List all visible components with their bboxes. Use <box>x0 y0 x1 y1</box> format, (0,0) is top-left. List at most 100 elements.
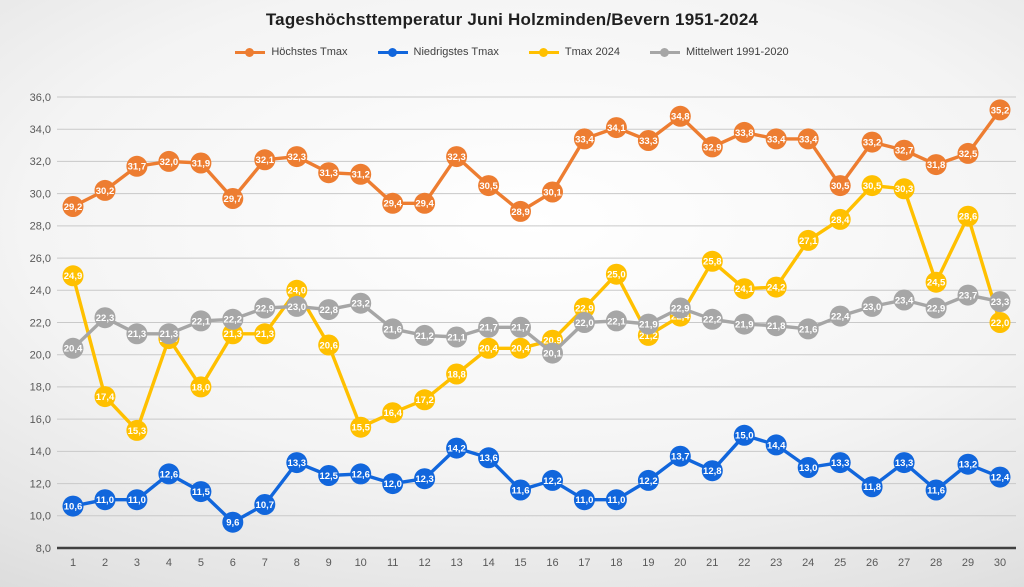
data-point-label: 28,9 <box>511 207 530 218</box>
data-point-marker <box>701 308 723 330</box>
data-point-label: 11,0 <box>575 495 593 506</box>
data-point-marker <box>893 289 915 311</box>
data-point-marker <box>733 121 755 143</box>
data-point-marker <box>637 469 659 491</box>
y-axis-label: 22,0 <box>30 317 51 329</box>
x-axis-label: 15 <box>514 557 526 569</box>
x-axis-label: 24 <box>802 557 814 569</box>
x-axis-label: 23 <box>770 557 782 569</box>
data-point-marker <box>190 310 212 332</box>
data-point-label: 33,2 <box>863 138 882 149</box>
data-point-marker <box>254 494 276 515</box>
x-axis-label: 8 <box>294 557 300 569</box>
data-point-marker <box>222 188 244 209</box>
data-point-marker <box>925 271 947 293</box>
data-point-marker <box>829 208 851 230</box>
data-point-label: 23,2 <box>351 299 370 310</box>
data-point-label: 23,0 <box>288 302 307 313</box>
legend-item-1: Niedrigstes Tmax <box>377 46 499 58</box>
data-point-marker <box>414 192 436 214</box>
data-point-label: 22,0 <box>575 318 594 329</box>
data-point-marker <box>701 460 723 482</box>
data-point-marker <box>478 447 500 469</box>
data-point-label: 22,2 <box>703 315 722 326</box>
data-point-label: 21,3 <box>224 329 243 340</box>
data-point-label: 15,0 <box>735 431 754 442</box>
x-axis-label: 12 <box>418 557 430 569</box>
data-point-label: 23,0 <box>863 302 882 313</box>
data-point-marker <box>414 324 436 346</box>
data-point-marker <box>190 481 212 503</box>
data-point-marker <box>222 323 244 345</box>
data-point-label: 22,3 <box>96 313 115 324</box>
data-point-marker <box>126 419 148 441</box>
data-point-label: 12,6 <box>160 469 179 480</box>
data-point-label: 31,9 <box>192 158 211 169</box>
data-point-label: 21,3 <box>128 329 147 340</box>
data-point-marker <box>286 279 308 301</box>
data-point-label: 24,9 <box>64 271 83 282</box>
data-point-label: 11,0 <box>128 495 146 506</box>
data-point-marker <box>62 265 84 287</box>
y-axis-label: 30,0 <box>30 188 51 200</box>
data-point-marker <box>254 149 276 171</box>
data-point-marker <box>62 495 84 517</box>
data-point-label: 10,7 <box>256 500 275 511</box>
data-point-marker <box>382 192 404 214</box>
data-point-marker <box>126 155 148 177</box>
data-point-marker <box>605 117 627 139</box>
data-point-marker <box>829 452 851 474</box>
data-point-marker <box>925 479 947 501</box>
x-axis-label: 3 <box>134 557 140 569</box>
data-point-label: 22,9 <box>575 303 594 314</box>
x-axis-label: 9 <box>326 557 332 569</box>
data-point-label: 31,3 <box>319 168 338 179</box>
data-point-label: 13,3 <box>831 458 850 469</box>
data-point-marker <box>446 437 468 459</box>
data-point-label: 34,1 <box>607 123 626 134</box>
x-axis-label: 26 <box>866 557 878 569</box>
data-point-marker <box>510 200 531 222</box>
data-point-marker <box>797 457 819 478</box>
data-point-marker <box>446 326 468 348</box>
data-point-marker <box>829 175 851 197</box>
data-point-marker <box>797 128 819 150</box>
data-point-label: 32,1 <box>256 155 275 166</box>
legend-item-0: Höchstes Tmax <box>235 46 348 58</box>
x-axis-label: 1 <box>70 557 76 569</box>
data-point-label: 27,1 <box>799 236 818 247</box>
data-point-label: 20,4 <box>479 344 498 355</box>
data-point-marker <box>989 312 1011 333</box>
data-point-marker <box>190 376 212 398</box>
data-point-label: 30,5 <box>863 181 882 192</box>
x-axis-label: 22 <box>738 557 750 569</box>
data-point-label: 11,6 <box>927 485 945 496</box>
data-point-marker <box>286 146 308 168</box>
y-axis-label: 26,0 <box>30 253 51 265</box>
data-point-marker <box>893 452 915 474</box>
data-point-label: 24,5 <box>927 278 946 289</box>
data-point-marker <box>350 416 372 438</box>
data-point-marker <box>542 469 563 491</box>
legend-line-marker-icon <box>235 47 266 57</box>
data-point-marker <box>542 181 563 203</box>
x-axis-label: 21 <box>706 557 718 569</box>
data-point-marker <box>350 163 372 185</box>
data-point-marker <box>925 297 947 319</box>
data-point-marker <box>605 489 627 511</box>
x-axis-label: 17 <box>578 557 590 569</box>
data-point-marker <box>94 386 116 408</box>
legend-item-3: Mittelwert 1991-2020 <box>649 46 789 58</box>
data-point-label: 23,4 <box>895 295 914 306</box>
x-axis-label: 27 <box>898 557 910 569</box>
data-point-marker <box>829 305 851 327</box>
data-point-label: 22,9 <box>256 303 275 314</box>
data-point-label: 22,9 <box>671 303 690 314</box>
data-point-marker <box>158 463 180 485</box>
data-point-marker <box>989 466 1011 488</box>
data-point-label: 22,0 <box>991 318 1010 329</box>
data-point-label: 29,4 <box>415 199 434 210</box>
data-point-label: 16,4 <box>383 408 402 419</box>
data-point-label: 31,8 <box>927 160 946 171</box>
